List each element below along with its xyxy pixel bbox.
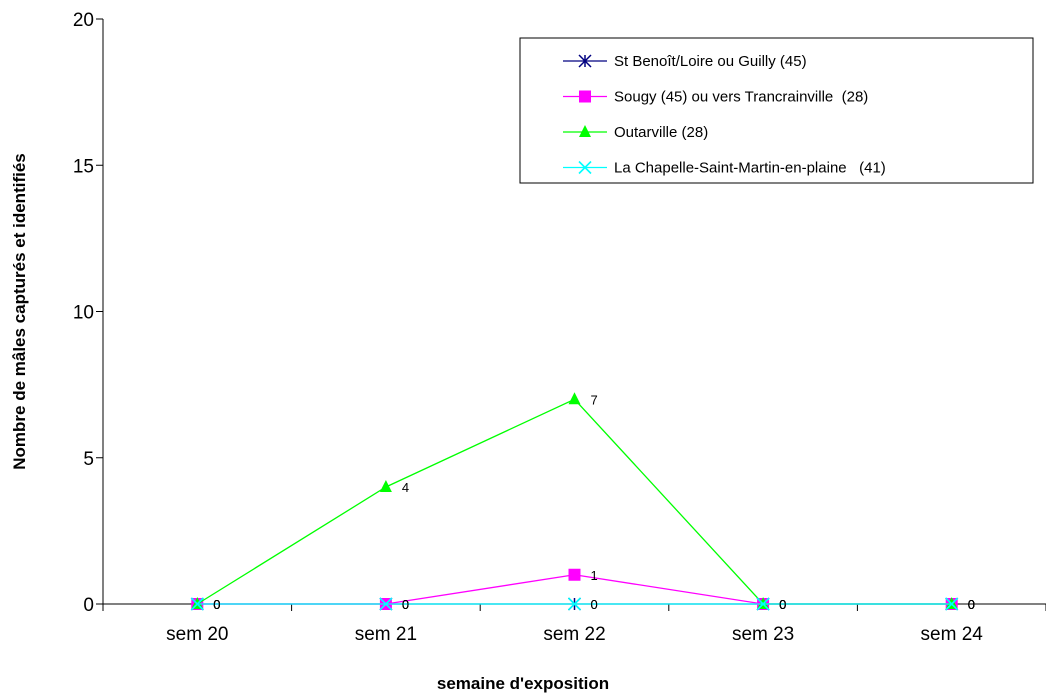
data-point: [190, 597, 204, 611]
data-point: [379, 480, 392, 492]
y-tick-label: 0: [83, 595, 94, 616]
data-label: 0: [213, 597, 220, 612]
data-point: [379, 597, 393, 611]
data-label: 1: [591, 568, 598, 583]
data-label: 7: [591, 392, 598, 407]
marker-stroke: [379, 597, 393, 611]
legend-box: [519, 37, 1034, 184]
legend-marker: [578, 54, 592, 68]
legend-label: Outarville (28): [614, 124, 708, 141]
data-point: [567, 597, 582, 611]
legend-marker: [579, 125, 591, 137]
x-tick-label: sem 22: [543, 624, 605, 645]
data-label: 0: [968, 597, 975, 612]
legend-entry: Outarville (28): [563, 124, 708, 141]
legend-marker: [578, 160, 592, 175]
data-point: [568, 392, 581, 405]
legend-marker: [579, 90, 591, 103]
data-label: 0: [591, 597, 598, 612]
marker-stroke: [578, 160, 592, 175]
marker-stroke: [756, 597, 770, 611]
series-4: 0 0 0 0 0: [190, 597, 975, 612]
data-label: 0: [968, 597, 975, 612]
y-tick-label: 15: [73, 156, 94, 177]
legend: St Benoît/Loire ou Guilly (45) Sougy (45)…: [519, 37, 1034, 184]
axis-labels: Nombre de mâles capturés et identifiés s…: [10, 153, 609, 693]
y-tick-label: 20: [73, 10, 94, 31]
x-tick-label: sem 20: [166, 624, 228, 645]
legend-label: St Benoît/Loire ou Guilly (45): [614, 53, 807, 70]
series-3: 0 4 7 0 0: [191, 392, 975, 612]
data-point: [568, 568, 581, 581]
data-label: 0: [968, 597, 975, 612]
data-label: 4: [402, 480, 409, 495]
x-tick-label: sem 21: [355, 624, 417, 645]
legend-entry: Sougy (45) ou vers Trancrainville (28): [563, 89, 868, 106]
legend-entry: St Benoît/Loire ou Guilly (45): [563, 53, 807, 70]
legend-entry: La Chapelle-Saint-Martin-en-plaine (41): [563, 160, 886, 177]
legend-label: La Chapelle-Saint-Martin-en-plaine (41): [614, 160, 886, 177]
data-point: [756, 597, 770, 611]
y-tick-label: 5: [83, 449, 94, 470]
data-label: 0: [402, 597, 409, 612]
x-tick-label: sem 24: [921, 624, 984, 645]
x-axis-title: semaine d'exposition: [437, 674, 609, 693]
x-tick-label: sem 23: [732, 624, 794, 645]
data-label: 0: [779, 597, 786, 612]
marker-stroke: [945, 597, 959, 611]
legend-label: Sougy (45) ou vers Trancrainville (28): [614, 89, 868, 106]
marker-stroke: [190, 597, 204, 611]
y-tick-label: 10: [73, 303, 94, 324]
marker-stroke: [567, 597, 582, 611]
data-label: 0: [968, 597, 975, 612]
y-axis-title: Nombre de mâles capturés et identifiés: [10, 153, 29, 470]
data-point: [945, 597, 959, 611]
